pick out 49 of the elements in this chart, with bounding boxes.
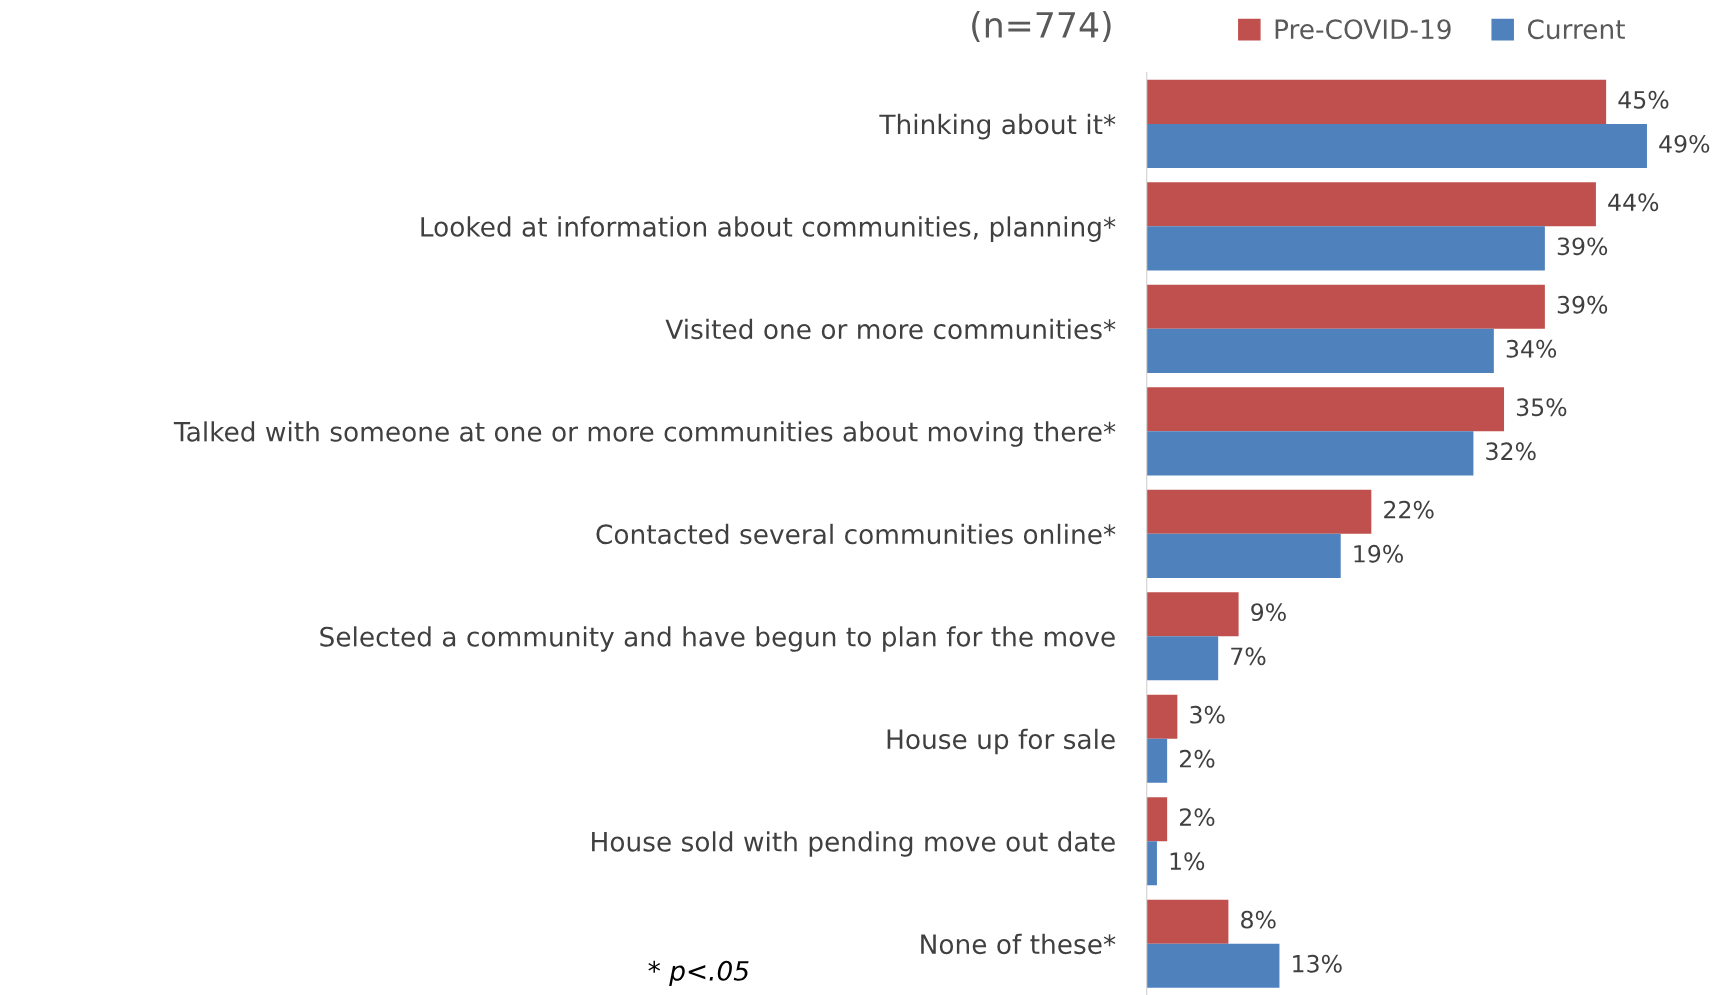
data-label: 34%	[1506, 339, 1557, 358]
bar	[1146, 797, 1168, 842]
data-label: 39%	[1557, 295, 1608, 314]
bar	[1146, 943, 1280, 988]
data-label: 3%	[1190, 705, 1225, 724]
y-tick-label: Contacted several communities online*	[596, 523, 1116, 545]
y-tick-label: House sold with pending move out date	[592, 831, 1115, 857]
bar	[1146, 841, 1157, 886]
bar	[1146, 636, 1219, 681]
data-label: 49%	[1659, 134, 1710, 153]
data-label: 39%	[1557, 237, 1608, 256]
data-label: 19%	[1354, 544, 1403, 563]
bar	[1146, 533, 1341, 578]
legend-label: Pre-COVID-19	[1275, 19, 1451, 40]
y-tick-label: Talked with someone at one or more communities about moving there*	[173, 421, 1116, 447]
bar	[1146, 284, 1545, 329]
bar	[1146, 226, 1545, 271]
data-label: 32%	[1486, 442, 1536, 461]
data-label: 2%	[1179, 749, 1215, 768]
bar	[1146, 387, 1505, 432]
data-label: 35%	[1516, 398, 1567, 417]
data-label: 13%	[1293, 954, 1342, 973]
data-label: 7%	[1231, 647, 1266, 666]
bar	[1146, 431, 1474, 476]
data-label: 44%	[1608, 193, 1659, 212]
chart-title: (n=774)	[972, 11, 1111, 43]
data-label: 8%	[1241, 910, 1276, 929]
bar	[1146, 694, 1178, 739]
bar	[1146, 182, 1596, 227]
legend-label: Current	[1527, 19, 1625, 40]
bar	[1146, 79, 1607, 124]
bar	[1146, 123, 1647, 168]
y-tick-label: Visited one or more communities*	[665, 318, 1116, 340]
bar	[1146, 592, 1239, 637]
bar	[1146, 738, 1168, 783]
data-label: 2%	[1179, 808, 1215, 827]
data-label: 1%	[1170, 852, 1205, 871]
bar	[1146, 489, 1372, 534]
y-tick-label: None of these*	[921, 933, 1116, 955]
text: * p<.05	[648, 960, 749, 986]
bar	[1146, 328, 1494, 373]
y-tick-label: Selected a community and have begun to plan for the move	[320, 626, 1115, 652]
data-label: 45%	[1618, 90, 1669, 109]
y-tick-label: Thinking about it*	[879, 113, 1116, 140]
y-tick-label: House up for sale	[887, 728, 1115, 755]
y-tick-label: Looked at information about communities, planning*	[421, 216, 1116, 242]
data-label: 9%	[1251, 603, 1286, 622]
data-label: 22%	[1384, 500, 1434, 519]
bar	[1146, 899, 1229, 944]
